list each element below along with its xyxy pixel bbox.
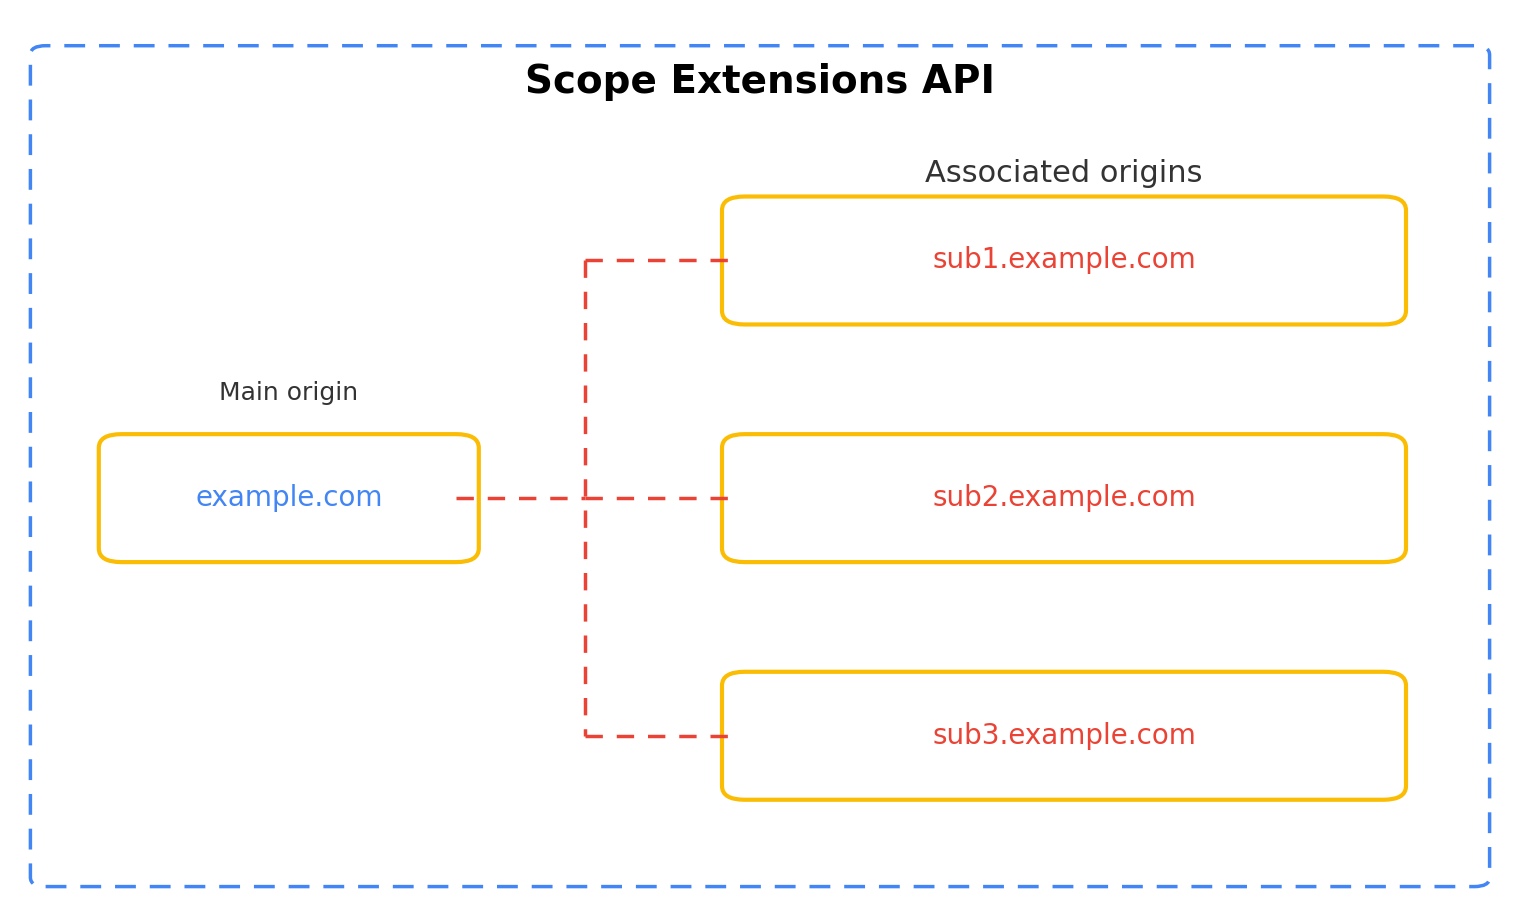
Text: sub1.example.com: sub1.example.com (932, 247, 1196, 274)
FancyBboxPatch shape (722, 672, 1406, 800)
FancyBboxPatch shape (722, 197, 1406, 324)
Text: sub2.example.com: sub2.example.com (932, 484, 1196, 512)
Text: example.com: example.com (195, 484, 383, 512)
Text: Scope Extensions API: Scope Extensions API (524, 63, 996, 101)
FancyBboxPatch shape (30, 46, 1490, 887)
Text: Main origin: Main origin (219, 381, 359, 405)
Text: Associated origins: Associated origins (926, 159, 1202, 188)
Text: sub3.example.com: sub3.example.com (932, 722, 1196, 749)
FancyBboxPatch shape (722, 434, 1406, 562)
FancyBboxPatch shape (99, 434, 479, 562)
